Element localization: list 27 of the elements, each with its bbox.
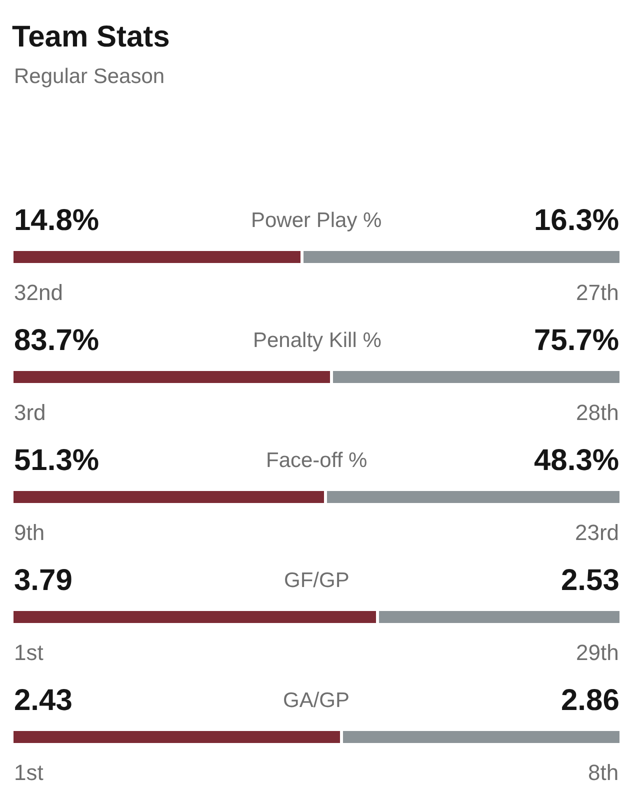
chart-subtitle: Regular Season <box>14 65 165 88</box>
annotation: 27th <box>576 280 619 305</box>
y-tick-label: Penalty Kill % <box>253 329 382 352</box>
annotation: 23rd <box>575 520 620 545</box>
y-tick-label: GA/GP <box>283 689 350 712</box>
annotation: 2.43 <box>14 684 72 717</box>
annotation: 48.3% <box>534 444 620 477</box>
annotation: 14.8% <box>14 204 100 237</box>
annotation: 2.53 <box>561 564 620 597</box>
annotation: 3.79 <box>14 564 72 597</box>
annotation: 3rd <box>14 400 46 425</box>
y-tick-label: GF/GP <box>284 569 350 592</box>
chart-title: Team Stats <box>12 20 170 54</box>
y-tick-label: Power Play % <box>251 209 382 232</box>
annotation: 32nd <box>14 280 63 305</box>
annotation: 1st <box>14 760 44 785</box>
annotation: 16.3% <box>534 204 620 237</box>
annotation: 75.7% <box>534 324 620 357</box>
annotation: 8th <box>588 760 619 785</box>
annotation: 29th <box>576 640 619 665</box>
y-tick-label: Face-off % <box>266 449 368 472</box>
annotation: 9th <box>14 520 45 545</box>
annotation: 1st <box>14 640 44 665</box>
annotation: 28th <box>576 400 619 425</box>
annotation: 2.86 <box>561 684 620 717</box>
annotation: 51.3% <box>14 444 100 477</box>
annotation: 83.7% <box>14 324 100 357</box>
